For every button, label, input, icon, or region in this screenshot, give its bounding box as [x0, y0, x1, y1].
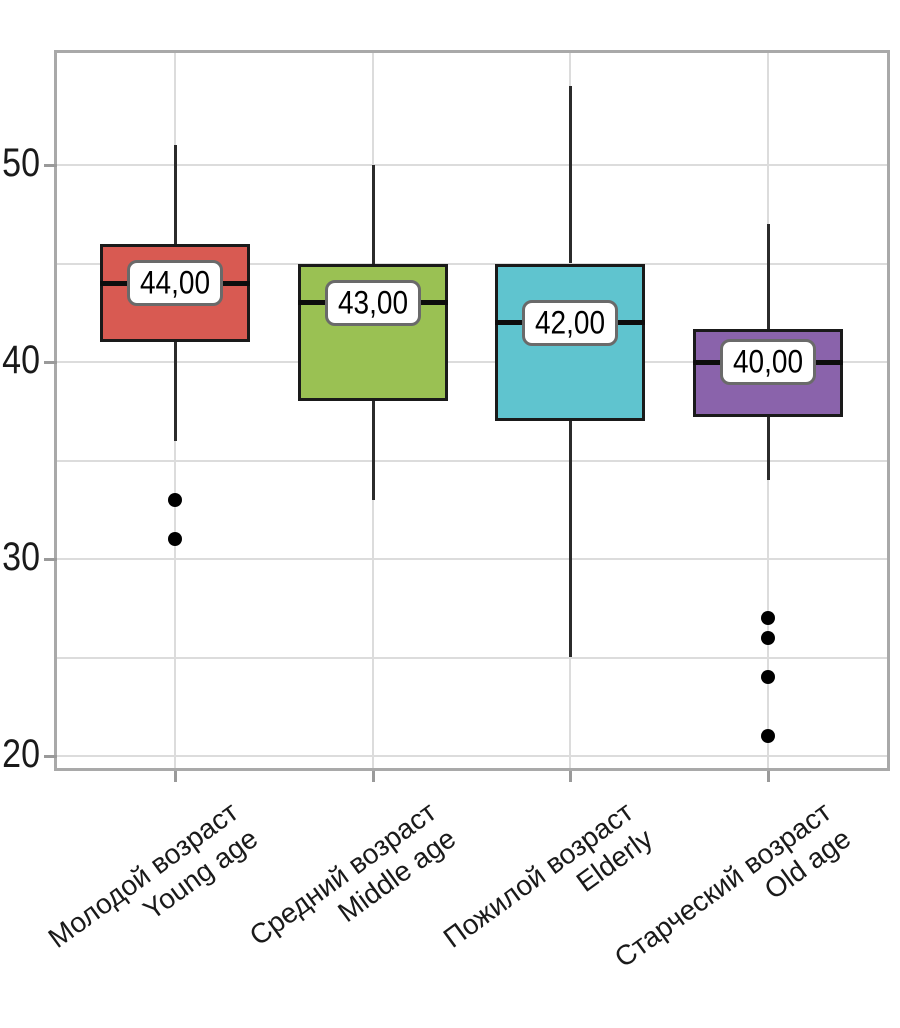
y-tick-mark [44, 557, 57, 561]
lower-whisker [766, 417, 770, 481]
outlier-point [761, 670, 775, 685]
upper-whisker [173, 145, 177, 244]
y-gridline [57, 656, 887, 659]
upper-whisker [568, 86, 572, 264]
y-gridline [57, 361, 887, 363]
outlier-point [168, 532, 182, 547]
y-tick-label: 20 [2, 731, 40, 777]
y-tick-label: 50 [2, 140, 40, 186]
median-value-callout: 40,00 [720, 339, 816, 385]
y-gridline [57, 459, 887, 462]
x-tick-mark [371, 771, 375, 782]
y-tick-mark [44, 163, 57, 167]
upper-whisker [766, 224, 770, 329]
y-gridline [57, 164, 887, 166]
x-tick-mark [568, 771, 572, 782]
upper-whisker [371, 165, 375, 264]
median-value-text: 43,00 [337, 284, 409, 321]
median-value-text: 40,00 [732, 343, 804, 380]
outlier-point [168, 492, 182, 507]
y-tick-mark [44, 754, 57, 758]
lower-whisker [371, 401, 375, 500]
median-value-callout: 43,00 [325, 279, 421, 326]
outlier-point [761, 729, 775, 744]
outlier-point [761, 611, 775, 626]
plot-frame [54, 50, 890, 771]
y-tick-mark [44, 360, 57, 364]
y-gridline [57, 262, 887, 265]
x-tick-mark [173, 771, 177, 782]
median-value-text: 44,00 [139, 264, 211, 301]
y-gridline [57, 755, 887, 757]
median-value-text: 42,00 [534, 304, 606, 340]
lower-whisker [173, 342, 177, 441]
y-gridline [57, 558, 887, 560]
y-tick-label: 40 [2, 337, 40, 383]
x-tick-mark [766, 771, 770, 782]
lower-whisker [568, 421, 572, 658]
y-tick-label: 30 [2, 534, 40, 580]
outlier-point [761, 630, 775, 645]
median-value-callout: 44,00 [127, 260, 223, 307]
median-value-callout: 42,00 [522, 299, 618, 346]
